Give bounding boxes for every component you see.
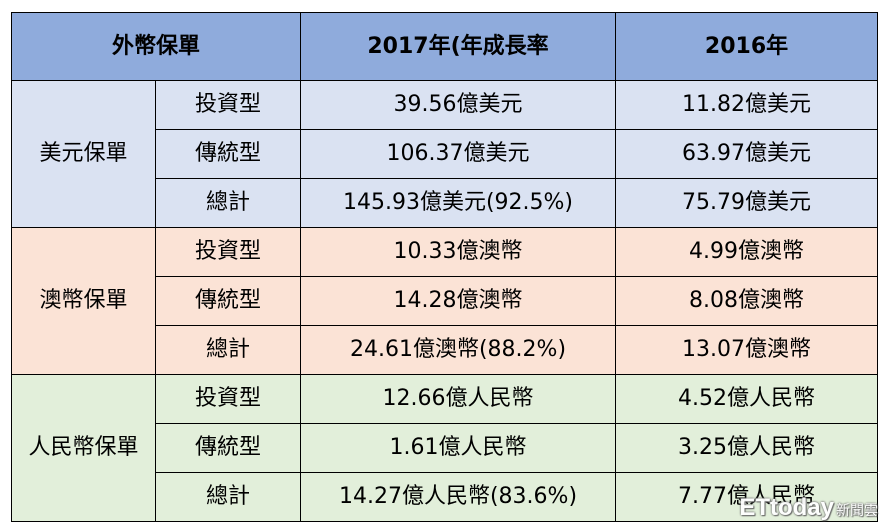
value-2016: 3.25億人民幣 bbox=[615, 423, 879, 473]
row-type: 傳統型 bbox=[154, 129, 302, 179]
table-row: 澳幣保單 投資型 10.33億澳幣 4.99億澳幣 bbox=[11, 227, 879, 375]
value-2017: 1.61億人民幣 bbox=[300, 423, 617, 473]
header-2017: 2017年(年成長率 bbox=[300, 12, 617, 81]
value-2017: 14.28億澳幣 bbox=[300, 276, 617, 326]
value-2017: 12.66億人民幣 bbox=[300, 374, 617, 424]
table-row: 傳統型 14.28億澳幣 8.08億澳幣 bbox=[12, 276, 879, 326]
value-2017: 24.61億澳幣(88.2%) bbox=[300, 325, 617, 375]
table-row: 總計 24.61億澳幣(88.2%) 13.07億澳幣 bbox=[12, 325, 879, 375]
value-2016: 63.97億美元 bbox=[615, 129, 879, 179]
header-2016: 2016年 bbox=[615, 12, 879, 81]
watermark-sub: 新聞雲 bbox=[836, 502, 878, 518]
header-policy-type: 外幣保單 bbox=[10, 12, 302, 81]
value-2017: 14.27億人民幣(83.6%) bbox=[300, 472, 617, 522]
table-row: 總計 14.27億人民幣(83.6%) 7.77億人民幣 bbox=[12, 472, 879, 522]
value-2017: 145.93億美元(92.5%) bbox=[300, 178, 617, 228]
group-label-usd: 美元保單 bbox=[11, 80, 156, 228]
header-row: 外幣保單 2017年(年成長率 2016年 bbox=[10, 12, 879, 81]
row-type: 投資型 bbox=[154, 80, 302, 130]
value-2016: 7.77億人民幣 bbox=[615, 472, 879, 522]
row-type: 傳統型 bbox=[154, 423, 302, 473]
row-type: 總計 bbox=[154, 472, 302, 522]
value-2016: 75.79億美元 bbox=[615, 178, 879, 228]
row-type: 投資型 bbox=[154, 227, 302, 277]
table-row: 總計 145.93億美元(92.5%) 75.79億美元 bbox=[12, 178, 879, 228]
value-2016: 13.07億澳幣 bbox=[615, 325, 879, 375]
group-label-rmb: 人民幣保單 bbox=[11, 374, 156, 522]
value-2017: 106.37億美元 bbox=[300, 129, 617, 179]
watermark-logo: ETtoday 新聞雲 bbox=[739, 494, 878, 522]
value-2016: 8.08億澳幣 bbox=[615, 276, 879, 326]
value-2017: 39.56億美元 bbox=[300, 80, 617, 130]
table-row: 人民幣保單 投資型 12.66億人民幣 4.52億人民幣 bbox=[11, 374, 879, 522]
group-label-aud: 澳幣保單 bbox=[11, 227, 156, 375]
table-row: 傳統型 106.37億美元 63.97億美元 bbox=[12, 129, 879, 179]
row-type: 總計 bbox=[154, 325, 302, 375]
table-row: 美元保單 投資型 39.56億美元 11.82億美元 bbox=[11, 80, 879, 228]
value-2016: 4.99億澳幣 bbox=[615, 227, 879, 277]
row-type: 總計 bbox=[154, 178, 302, 228]
value-2016: 4.52億人民幣 bbox=[615, 374, 879, 424]
foreign-currency-policy-table: 外幣保單 2017年(年成長率 2016年 美元保單 投資型 39.56億美元 … bbox=[10, 12, 879, 522]
watermark-brand: ETtoday bbox=[739, 494, 834, 521]
value-2016: 11.82億美元 bbox=[615, 80, 879, 130]
row-type: 投資型 bbox=[154, 374, 302, 424]
table-row: 傳統型 1.61億人民幣 3.25億人民幣 bbox=[12, 423, 879, 473]
value-2017: 10.33億澳幣 bbox=[300, 227, 617, 277]
row-type: 傳統型 bbox=[154, 276, 302, 326]
